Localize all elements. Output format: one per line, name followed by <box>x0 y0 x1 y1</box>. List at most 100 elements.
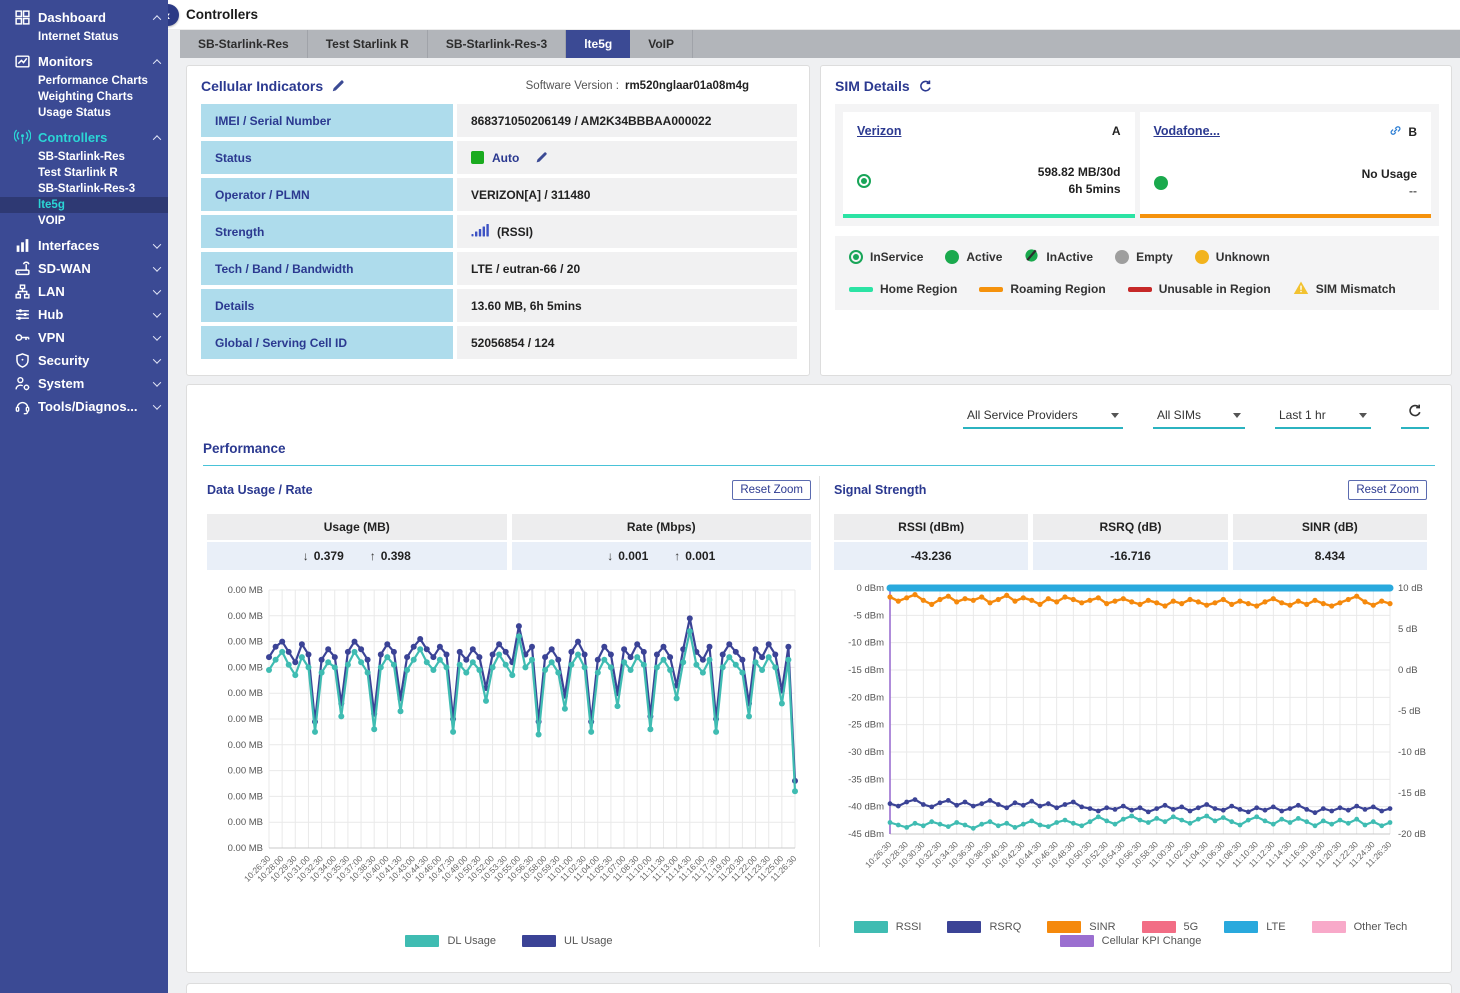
reset-zoom-button[interactable]: Reset Zoom <box>732 480 811 500</box>
reset-zoom-button[interactable]: Reset Zoom <box>1348 480 1427 500</box>
sim-legend: InService Active InActive Empty Unknown … <box>835 236 1439 310</box>
sidebar-item-performance-charts[interactable]: Performance Charts <box>0 73 168 89</box>
sidebar-item-dashboard[interactable]: Dashboard <box>0 6 168 29</box>
svg-text:0.00 MB: 0.00 MB <box>228 688 263 699</box>
table-row: Strength (RSSI) <box>201 215 797 248</box>
signal-chart-legend-row2: Cellular KPI Change <box>834 935 1427 947</box>
sim-select[interactable]: All SIMs <box>1153 408 1245 429</box>
divider <box>203 465 1435 466</box>
software-version: Software Version :rm520nglaar01a08m4g <box>526 80 749 92</box>
sim-card-a[interactable]: Verizon A 598.82 MB/30d 6h 5mins <box>843 112 1135 218</box>
topbar: ‹ Controllers <box>168 0 1460 30</box>
rate-stat: Rate (Mbps) ↓0.001 ↑0.001 <box>512 514 812 570</box>
sidebar-item-internet-status[interactable]: Internet Status <box>0 29 168 45</box>
sidebar-item-vpn[interactable]: VPN <box>0 326 168 349</box>
sidebar-item-monitors[interactable]: Monitors <box>0 50 168 73</box>
legend-sinr: SINR <box>1047 921 1115 933</box>
service-provider-select[interactable]: All Service Providers <box>963 408 1123 429</box>
chevron-down-icon <box>153 378 161 386</box>
chevron-down-icon <box>153 309 161 317</box>
svg-text:-15 dBm: -15 dBm <box>848 665 884 676</box>
svg-text:0 dBm: 0 dBm <box>857 583 885 594</box>
sim-usage-value: No Usage <box>1362 166 1417 183</box>
sidebar: Dashboard Internet Status Monitors Perfo… <box>0 0 168 993</box>
cellular-indicators-title: Cellular Indicators <box>201 78 323 94</box>
empty-icon <box>1115 250 1129 264</box>
legend-ul-usage: UL Usage <box>522 935 613 947</box>
tab-lte5g[interactable]: lte5g <box>566 30 630 58</box>
svg-text:0.00 MB: 0.00 MB <box>228 843 263 854</box>
sidebar-item-security[interactable]: Security <box>0 349 168 372</box>
time-range-select[interactable]: Last 1 hr <box>1275 408 1371 429</box>
chevron-up-icon <box>153 59 161 67</box>
edit-pencil-icon[interactable] <box>535 151 548 164</box>
content: Cellular Indicators Software Version :rm… <box>168 58 1460 993</box>
sidebar-item-sb-starlink-res-3[interactable]: SB-Starlink-Res-3 <box>0 181 168 197</box>
sidebar-item-lte5g[interactable]: lte5g <box>0 197 168 213</box>
sidebar-item-voip[interactable]: VOIP <box>0 213 168 229</box>
sidebar-item-usage-status[interactable]: Usage Status <box>0 105 168 121</box>
sidebar-item-lan[interactable]: LAN <box>0 280 168 303</box>
svg-text:-20 dB: -20 dB <box>1398 829 1426 840</box>
tab-sb-starlink-res[interactable]: SB-Starlink-Res <box>180 30 308 58</box>
sidebar-item-interfaces[interactable]: Interfaces <box>0 234 168 257</box>
legend-unknown: Unknown <box>1195 250 1270 264</box>
sim-duration-value: 6h 5mins <box>1038 181 1121 198</box>
sidebar-item-controllers[interactable]: Controllers <box>0 126 168 149</box>
row-label: Operator / PLMN <box>201 178 453 211</box>
down-arrow-icon: ↓ <box>303 549 309 563</box>
svg-text:10 dB: 10 dB <box>1398 583 1423 594</box>
row-value: Auto <box>457 141 797 174</box>
tab-sb-starlink-res-3[interactable]: SB-Starlink-Res-3 <box>428 30 566 58</box>
usage-stat: Usage (MB) ↓0.379 ↑0.398 <box>207 514 507 570</box>
row-value: LTE / eutran-66 / 20 <box>457 252 797 285</box>
legend-rssi: RSSI <box>854 921 922 933</box>
sidebar-item-weighting-charts[interactable]: Weighting Charts <box>0 89 168 105</box>
rssi-stat: RSSI (dBm) -43.236 <box>834 514 1028 570</box>
sim-slot-letter: A <box>1112 124 1121 138</box>
rsrq-stat: RSRQ (dB) -16.716 <box>1033 514 1227 570</box>
sim-carrier-link[interactable]: Vodafone... <box>1154 124 1220 138</box>
inservice-icon <box>849 250 863 264</box>
legend-unusable-region: Unusable in Region <box>1128 282 1271 296</box>
network-tree-icon <box>10 283 34 300</box>
sim-carrier-link[interactable]: Verizon <box>857 124 901 138</box>
sidebar-item-sd-wan[interactable]: SD-WAN <box>0 257 168 280</box>
usage-chart[interactable]: 10:26:3010:28:0010:29:3010:31:0010:32:30… <box>207 576 811 933</box>
signal-strength-section: Signal Strength Reset Zoom RSSI (dBm) -4… <box>819 476 1435 947</box>
chevron-down-icon <box>1359 413 1367 418</box>
sidebar-item-tools-diagnostics[interactable]: Tools/Diagnos... <box>0 395 168 418</box>
legend-active: Active <box>945 250 1002 264</box>
active-icon <box>1154 176 1168 190</box>
sim-details-title: SIM Details <box>835 78 910 94</box>
edit-pencil-icon[interactable] <box>331 79 345 93</box>
row-label: Details <box>201 289 453 322</box>
key-icon <box>10 329 34 346</box>
signal-chart[interactable]: 10:26:3010:28:3010:30:3010:32:3010:34:30… <box>834 576 1427 919</box>
refresh-icon[interactable] <box>1401 403 1429 429</box>
performance-panel: All Service Providers All SIMs Last 1 hr… <box>186 384 1452 973</box>
row-value: 868371050206149 / AM2K34BBBAA000022 <box>457 104 797 137</box>
warning-triangle-icon <box>1293 280 1309 298</box>
cellular-indicators-panel: Cellular Indicators Software Version :rm… <box>186 65 810 376</box>
legend-cellular-kpi-change: Cellular KPI Change <box>1060 935 1202 947</box>
tab-voip[interactable]: VoIP <box>630 30 693 58</box>
app-root: Dashboard Internet Status Monitors Perfo… <box>0 0 1460 993</box>
svg-text:0.00 MB: 0.00 MB <box>228 714 263 725</box>
row-value: 52056854 / 124 <box>457 326 797 359</box>
sidebar-item-system[interactable]: System <box>0 372 168 395</box>
refresh-icon[interactable] <box>918 79 933 94</box>
sidebar-item-hub[interactable]: Hub <box>0 303 168 326</box>
sim-card-b[interactable]: Vodafone... B No Usage -- <box>1140 112 1432 218</box>
tab-test-starlink-r[interactable]: Test Starlink R <box>308 30 428 58</box>
sidebar-item-test-starlink-r[interactable]: Test Starlink R <box>0 165 168 181</box>
sim-duration-value: -- <box>1362 183 1417 200</box>
signal-bars-icon <box>471 223 489 240</box>
svg-text:-10 dBm: -10 dBm <box>848 638 884 649</box>
user-gear-icon <box>10 375 34 392</box>
svg-text:5 dB: 5 dB <box>1398 624 1418 635</box>
sidebar-item-sb-starlink-res[interactable]: SB-Starlink-Res <box>0 149 168 165</box>
signal-strength-title: Signal Strength <box>834 483 926 497</box>
svg-text:0.00 MB: 0.00 MB <box>228 817 263 828</box>
sim-slot-letter: B <box>1408 125 1417 139</box>
